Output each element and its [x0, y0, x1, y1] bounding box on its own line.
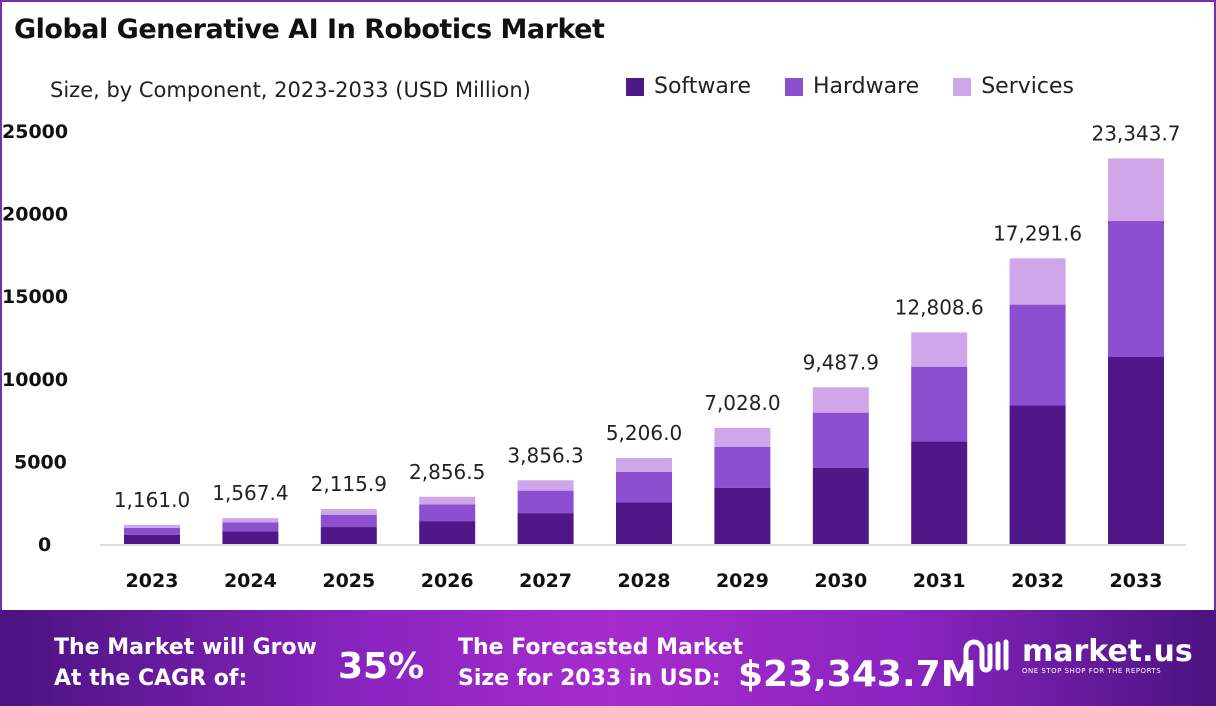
bar-segment-hardware-2031: [911, 366, 968, 442]
bar-segment-services-2028: [616, 457, 672, 472]
forecast-value: $23,343.7M: [738, 654, 977, 695]
bar-segment-services-2027: [517, 480, 574, 491]
x-tick-label: 2030: [814, 570, 867, 592]
bar-segment-hardware-2025: [320, 514, 377, 528]
legend-label-hardware: Hardware: [812, 74, 920, 99]
y-tick-label: 5000: [14, 451, 67, 473]
data-label-total: 3,856.3: [507, 443, 583, 467]
bar-segment-software-2027: [517, 513, 574, 544]
bar-segment-services-2029: [714, 427, 771, 447]
legend-label-software: Software: [654, 74, 751, 99]
data-label-total: 1,161.0: [114, 488, 190, 512]
x-tick-label: 2032: [1011, 570, 1064, 592]
x-tick-label: 2029: [716, 570, 769, 592]
data-label-total: 5,206.0: [606, 421, 682, 445]
chart-subtitle: Size, by Component, 2023-2033 (USD Milli…: [50, 78, 531, 102]
x-tick-label: 2027: [519, 570, 572, 592]
market-us-logo: market.us ONE STOP SHOP FOR THE REPORTS: [962, 636, 1193, 676]
cagr-label-line1: The Market will Grow: [54, 635, 317, 660]
y-tick-label: 0: [38, 534, 51, 556]
legend-swatch-hardware: [784, 77, 803, 96]
data-label-total: 7,028.0: [704, 391, 780, 415]
data-label-total: 2,856.5: [409, 460, 485, 484]
bar-segment-software-2032: [1009, 405, 1066, 544]
x-tick-label: 2026: [421, 570, 474, 592]
x-tick-label: 2024: [224, 570, 277, 592]
cagr-label: The Market will Grow At the CAGR of:: [54, 632, 317, 694]
bar-segment-services-2025: [320, 509, 377, 515]
legend: Software Hardware Services: [626, 74, 1074, 99]
legend-item-software: Software: [626, 74, 751, 99]
bar-segment-services-2033: [1108, 158, 1164, 221]
summary-banner: The Market will Grow At the CAGR of: 35% …: [0, 610, 1216, 706]
bar-segment-software-2023: [124, 534, 180, 544]
cagr-value: 35%: [338, 646, 425, 687]
y-tick-label: 20000: [2, 204, 68, 226]
chart-title: Global Generative AI In Robotics Market: [14, 14, 605, 45]
bar-segment-software-2031: [911, 441, 968, 544]
bar-segment-services-2023: [124, 524, 180, 528]
bar-segment-software-2029: [714, 487, 771, 544]
bar-segment-hardware-2026: [419, 504, 476, 522]
bar-segment-software-2030: [812, 467, 869, 544]
legend-label-services: Services: [981, 74, 1074, 99]
cagr-label-line2: At the CAGR of:: [54, 666, 248, 691]
x-tick-label: 2025: [322, 570, 375, 592]
bar-segment-software-2025: [320, 527, 377, 544]
forecast-label: The Forecasted Market Size for 2033 in US…: [458, 632, 743, 694]
x-tick-label: 2023: [126, 570, 179, 592]
bar-segment-hardware-2024: [222, 522, 279, 532]
bar-segment-hardware-2029: [714, 446, 771, 488]
bar-segment-software-2024: [222, 531, 279, 544]
forecast-label-line1: The Forecasted Market: [458, 635, 744, 660]
legend-swatch-software: [626, 77, 644, 96]
logo-tagline: ONE STOP SHOP FOR THE REPORTS: [1022, 667, 1162, 675]
y-tick-label: 15000: [2, 286, 68, 308]
data-label-total: 12,808.6: [895, 295, 984, 319]
x-tick-label: 2031: [913, 570, 966, 592]
data-label-total: 1,567.4: [212, 481, 288, 505]
x-tick-label: 2033: [1110, 570, 1163, 592]
bar-segment-software-2026: [419, 521, 476, 544]
data-label-total: 23,343.7: [1091, 121, 1180, 145]
bar-segment-services-2026: [419, 496, 476, 505]
data-label-total: 17,291.6: [993, 221, 1082, 245]
data-label-total: 2,115.9: [311, 472, 387, 496]
data-label-total: 9,487.9: [803, 350, 879, 374]
y-tick-label: 25000: [2, 121, 68, 143]
bar-segment-software-2028: [616, 502, 672, 544]
legend-swatch-services: [953, 77, 972, 96]
legend-item-services: Services: [953, 74, 1074, 99]
forecast-label-line2: Size for 2033 in USD:: [458, 666, 721, 691]
bar-segment-services-2031: [911, 332, 968, 367]
bar-segment-hardware-2028: [616, 471, 672, 503]
chart-plot: 0 5000 10000 15000 20000 25000 1,161.0 2023 1,56…: [2, 121, 1186, 592]
bar-segment-hardware-2032: [1009, 304, 1066, 406]
bar-segment-hardware-2027: [517, 490, 574, 514]
chart-frame: [0, 0, 1216, 612]
bar-segment-hardware-2033: [1108, 220, 1164, 357]
bar-segment-services-2032: [1009, 258, 1066, 305]
bar-segment-software-2033: [1108, 356, 1164, 544]
bar-segment-hardware-2030: [812, 412, 869, 468]
bar-segment-hardware-2023: [124, 527, 180, 535]
bar-segment-services-2030: [812, 387, 869, 413]
legend-item-hardware: Hardware: [784, 74, 920, 99]
x-tick-label: 2028: [618, 570, 671, 592]
logo-name: market.us: [1022, 634, 1193, 669]
logo-mark-icon: [963, 639, 1009, 673]
bar-segment-services-2024: [222, 518, 279, 523]
y-tick-label: 10000: [2, 369, 68, 391]
